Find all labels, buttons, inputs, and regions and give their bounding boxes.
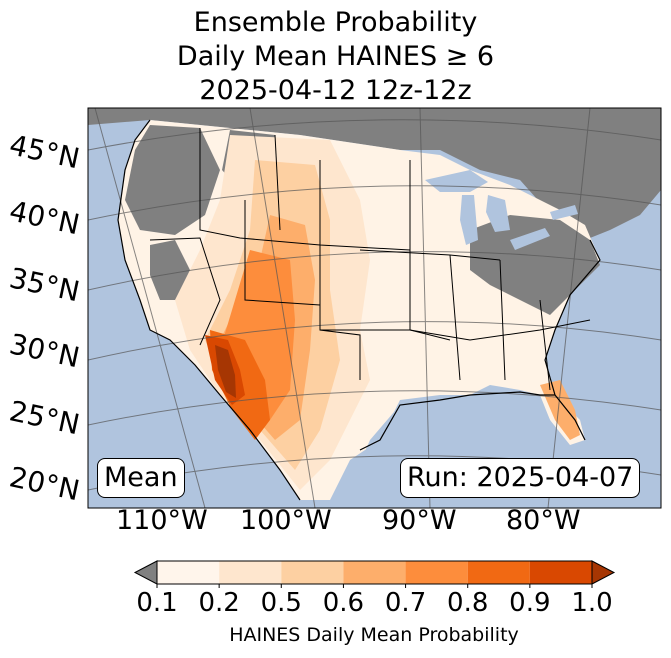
title-line-2: Daily Mean HAINES ≥ 6 (176, 41, 495, 72)
coastline (117, 119, 601, 501)
lon-label-100w: 100°W (240, 505, 332, 536)
prob-1.0-region (215, 345, 236, 398)
run-label: Run: 2025-04-07 (400, 458, 641, 498)
colorbar-tick-label: 0.1 (136, 588, 178, 618)
title-line-1: Ensemble Probability (193, 7, 478, 38)
colorbar-segment (343, 561, 406, 584)
colorbar-segment (467, 561, 530, 584)
lake-michigan (460, 195, 478, 245)
gulf-of-california (200, 395, 255, 508)
colorbar-segment (219, 561, 282, 584)
land-canada (88, 108, 661, 240)
colorbar-tick-label: 0.2 (198, 588, 240, 618)
colorbar-tick-label: 0.9 (509, 588, 551, 618)
lon-label-80w: 80°W (506, 505, 581, 536)
nodata-northwest (125, 125, 220, 235)
colorbar-tick-label: 0.8 (447, 588, 489, 618)
lake-huron (486, 195, 510, 232)
colorbar-segment (157, 561, 220, 584)
map-frame (87, 107, 662, 509)
colorbar-tick-label: 0.7 (384, 588, 427, 618)
title-line-3: 2025-04-12 12z-12z (199, 75, 472, 106)
nodata-great-basin (150, 240, 190, 300)
nodata-northeast (470, 215, 600, 315)
colorbar-tick-label: 0.5 (260, 588, 302, 618)
lake-ontario (550, 205, 578, 220)
colorbar-segment (281, 561, 344, 584)
colorbar-tick-label: 0.6 (322, 588, 365, 618)
colorbar-label: HAINES Daily Mean Probability (229, 624, 519, 646)
lon-label-110w: 110°W (116, 505, 208, 536)
lon-label-90w: 90°W (382, 505, 457, 536)
lake-erie (510, 228, 550, 250)
mean-label: Mean (97, 458, 185, 498)
colorbar-frame (156, 560, 593, 585)
colorbar-segment (405, 561, 468, 584)
colorbar-segment (529, 561, 592, 584)
colorbar-over-triangle (591, 560, 616, 585)
colorbar-under-triangle (133, 560, 158, 585)
colorbar-tick-label: 1.0 (571, 588, 613, 618)
